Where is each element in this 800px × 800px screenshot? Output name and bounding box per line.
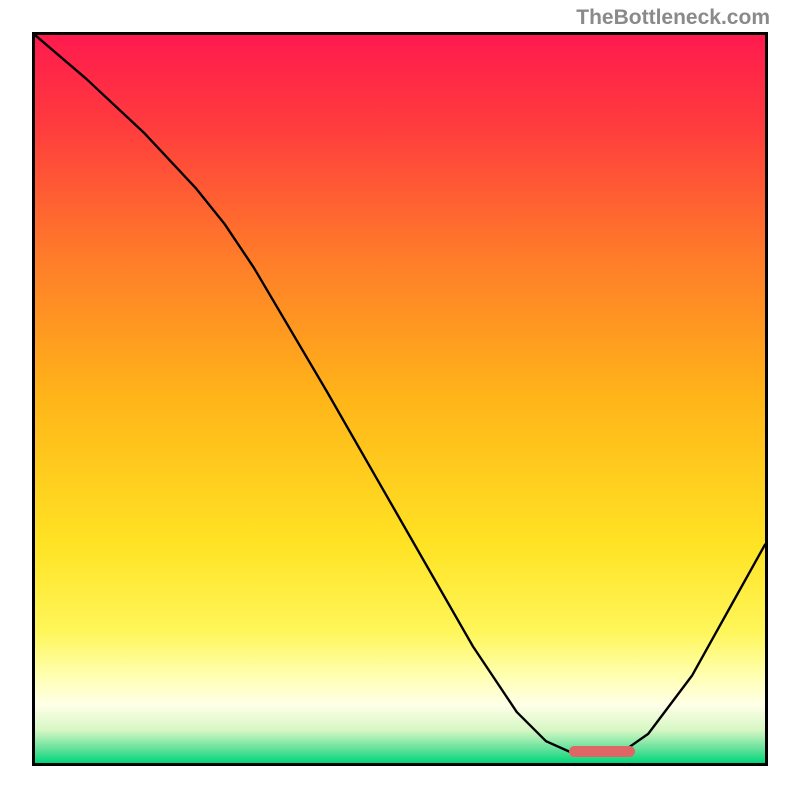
plot-area: [32, 32, 768, 766]
watermark-text: TheBottleneck.com: [576, 6, 770, 30]
chart-container: TheBottleneck.com: [0, 0, 800, 800]
bottleneck-curve: [35, 35, 765, 763]
optimal-range-marker: [569, 746, 635, 758]
